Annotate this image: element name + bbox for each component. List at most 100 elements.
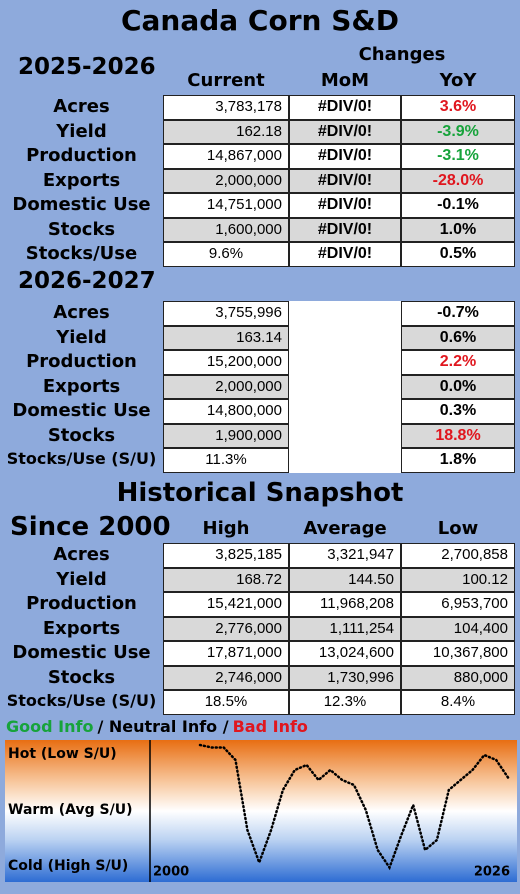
table-cell: 168.72 (163, 567, 289, 592)
blank-cell (289, 350, 401, 375)
table-cell: 11.3% (163, 448, 289, 473)
row-label: Acres (53, 302, 110, 323)
row-label: Acres (53, 544, 110, 565)
column-header: MoM (320, 70, 370, 91)
table-cell: #DIV/0! (289, 95, 401, 120)
table-cell: 8.4% (401, 690, 515, 715)
table-cell: 162.18 (163, 119, 289, 144)
section-heading: 2026-2027 (18, 268, 156, 294)
table-cell: 12.3% (289, 690, 401, 715)
row-label: Stocks (47, 424, 116, 446)
table-cell: 15,421,000 (163, 592, 289, 617)
table-cell: 1,900,000 (163, 423, 289, 448)
blank-cell (289, 399, 401, 424)
blank-cell (289, 301, 401, 326)
table-cell: 1,600,000 (163, 217, 289, 242)
table-cell: 1.0% (401, 217, 515, 242)
row-label: Yield (56, 326, 107, 348)
row-label: Exports (42, 375, 121, 397)
title: Canada Corn S&D (120, 4, 400, 37)
table-cell: 144.50 (289, 567, 401, 592)
table-cell: 2,746,000 (163, 665, 289, 690)
table-cell: #DIV/0! (289, 168, 401, 193)
table-cell: 1,730,996 (289, 665, 401, 690)
table-cell: 3,321,947 (289, 543, 401, 568)
group-header: Changes (358, 44, 446, 65)
column-header: High (202, 518, 250, 539)
heat-chart: Hot (Low S/U) Warm (Avg S/U) Cold (High S/… (5, 740, 517, 882)
table-cell: 1.8% (401, 448, 515, 473)
table-cell: 0.0% (401, 374, 515, 399)
row-label: Yield (56, 120, 107, 142)
section-heading: Since 2000 (10, 512, 171, 542)
table-cell: -3.9% (401, 119, 515, 144)
table-cell: 0.5% (401, 242, 515, 267)
row-label: Exports (42, 169, 121, 191)
row-label: Production (26, 351, 137, 372)
column-header: Low (437, 518, 479, 539)
table-cell: #DIV/0! (289, 193, 401, 218)
table-cell: 14,867,000 (163, 144, 289, 169)
table-cell: 100.12 (401, 567, 515, 592)
row-label: Stocks (47, 666, 116, 688)
section-title: Historical Snapshot (116, 478, 404, 508)
row-label: Stocks/Use (S/U) (6, 691, 157, 710)
row-label: Acres (53, 96, 110, 117)
column-header: Average (303, 518, 387, 539)
table-cell: 13,024,600 (289, 641, 401, 666)
legend-good: Good Info (6, 717, 94, 736)
blank-cell (289, 325, 401, 350)
row-label: Exports (42, 617, 121, 639)
table-cell: 163.14 (163, 325, 289, 350)
table-cell: 880,000 (401, 665, 515, 690)
table-cell: -0.7% (401, 301, 515, 326)
table-cell: 2.2% (401, 350, 515, 375)
row-label: Yield (56, 568, 107, 590)
blank-cell (289, 374, 401, 399)
legend-neutral: / Neutral Info / (97, 717, 229, 736)
legend-bad: Bad Info (232, 717, 308, 736)
table-cell: 14,751,000 (163, 193, 289, 218)
table-cell: 18.5% (163, 690, 289, 715)
row-label: Production (26, 145, 137, 166)
table-cell: #DIV/0! (289, 242, 401, 267)
table-cell: 0.3% (401, 399, 515, 424)
table-cell: #DIV/0! (289, 217, 401, 242)
table-cell: 3,825,185 (163, 543, 289, 568)
row-label: Domestic Use (12, 194, 151, 215)
section-heading: 2025-2026 (18, 54, 156, 80)
x-label: 2000 (153, 865, 189, 880)
row-label: Domestic Use (12, 400, 151, 421)
table-cell: 10,367,800 (401, 641, 515, 666)
column-header: YoY (439, 70, 477, 91)
table-cell: 3,755,996 (163, 301, 289, 326)
row-label: Stocks/Use (S/U) (6, 449, 157, 468)
x-label: 2026 (474, 865, 510, 880)
table-cell: 15,200,000 (163, 350, 289, 375)
row-label: Production (26, 593, 137, 614)
table-cell: 2,000,000 (163, 168, 289, 193)
y-label: Warm (Avg S/U) (8, 802, 132, 818)
y-label: Cold (High S/U) (8, 858, 128, 874)
table-cell: 14,800,000 (163, 399, 289, 424)
row-label: Domestic Use (12, 642, 151, 663)
row-label: Stocks (47, 218, 116, 240)
table-cell: 2,000,000 (163, 374, 289, 399)
blank-cell (289, 448, 401, 473)
table-cell: 18.8% (401, 423, 515, 448)
table-cell: -0.1% (401, 193, 515, 218)
table-cell: 11,968,208 (289, 592, 401, 617)
table-cell: -28.0% (401, 168, 515, 193)
table-cell: -3.1% (401, 144, 515, 169)
table-cell: 104,400 (401, 616, 515, 641)
table-cell: 2,776,000 (163, 616, 289, 641)
table-cell: 1,111,254 (289, 616, 401, 641)
table-cell: 6,953,700 (401, 592, 515, 617)
table-cell: 3,783,178 (163, 95, 289, 120)
legend: Good Info / Neutral Info / Bad Info (6, 717, 312, 736)
table-cell: 2,700,858 (401, 543, 515, 568)
sv-line (198, 743, 510, 871)
table-cell: 9.6% (163, 242, 289, 267)
table-cell: 17,871,000 (163, 641, 289, 666)
